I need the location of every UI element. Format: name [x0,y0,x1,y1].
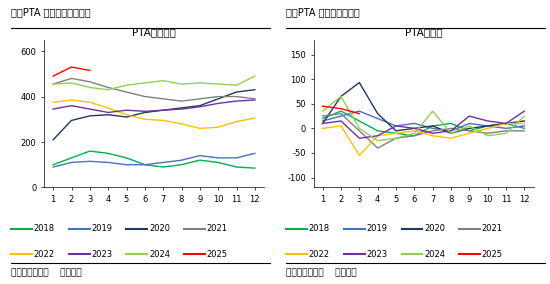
Text: 图：PTA 社会库存（万吨）: 图：PTA 社会库存（万吨） [11,7,91,17]
Text: 2018: 2018 [34,224,54,233]
Text: 2025: 2025 [482,250,503,259]
Title: PTA社会库存: PTA社会库存 [132,28,176,37]
Text: 2024: 2024 [149,250,170,259]
Text: 2023: 2023 [91,250,112,259]
Text: 2021: 2021 [207,224,228,233]
Text: 2018: 2018 [309,224,329,233]
Title: PTA供需差: PTA供需差 [405,28,442,37]
Text: 2019: 2019 [91,224,112,233]
Text: 2024: 2024 [424,250,445,259]
Text: 2025: 2025 [207,250,228,259]
Text: 2023: 2023 [366,250,387,259]
Text: 2022: 2022 [34,250,54,259]
Text: 2022: 2022 [309,250,329,259]
Text: 图：PTA 供需差（万吨）: 图：PTA 供需差（万吨） [286,7,360,17]
Text: 2021: 2021 [482,224,503,233]
Text: 2020: 2020 [149,224,170,233]
Text: 2020: 2020 [424,224,445,233]
Text: 2019: 2019 [366,224,387,233]
Text: 数据来源：钢联    正信期货: 数据来源：钢联 正信期货 [286,268,356,277]
Text: 数据来源：钢联    正信期货: 数据来源：钢联 正信期货 [11,268,81,277]
